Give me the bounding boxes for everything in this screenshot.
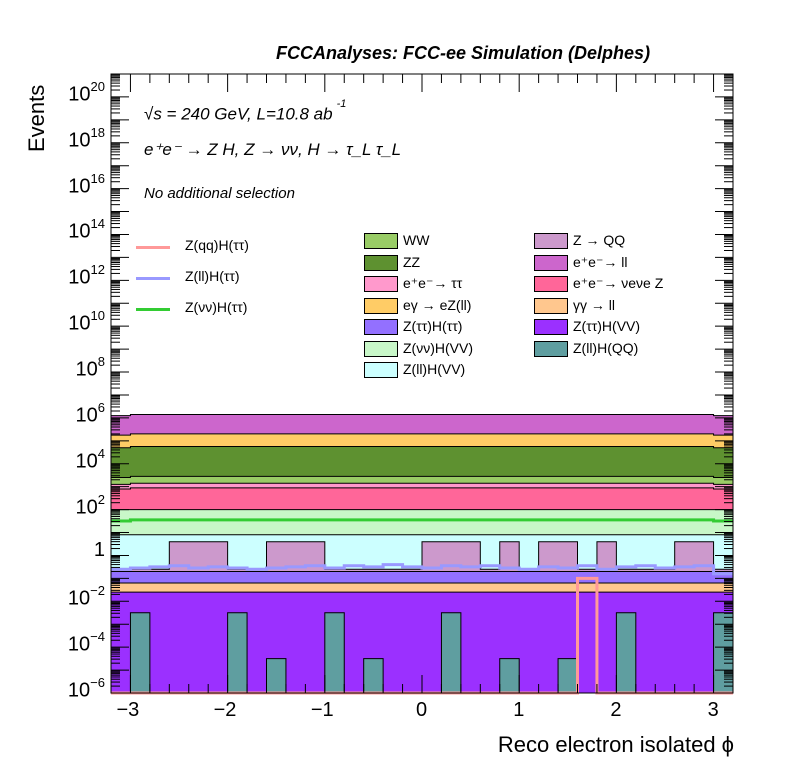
legend-label: e⁺e⁻→ ll <box>573 253 628 270</box>
legend-label: Z(νν)H(ττ) <box>185 299 248 315</box>
y-tick-label: 10−2 <box>67 583 105 610</box>
legend-label: Z → QQ <box>573 232 626 248</box>
y-axis-label: Events <box>24 84 49 152</box>
y-tick-label: 102 <box>75 491 105 519</box>
signal-line-z-ll-h--1 <box>111 563 733 576</box>
x-tick-label: 1 <box>513 699 525 721</box>
legend-box-swatch <box>534 319 568 335</box>
legend-label: Z(ll)H(ττ) <box>185 268 240 284</box>
x-tick-label: −2 <box>213 699 237 721</box>
legend-label: Z(νν)H(VV) <box>403 339 473 356</box>
legend-box-swatch <box>364 233 398 249</box>
legend-line-swatch <box>136 308 170 311</box>
legend-box-swatch <box>534 254 568 271</box>
y-tick-label: 106 <box>75 399 105 427</box>
legend-line-swatch <box>136 246 170 249</box>
legend-label: γγ → ll <box>573 296 615 313</box>
y-tick-label: 1018 <box>68 124 105 152</box>
legend-box-swatch <box>534 340 568 357</box>
x-axis-label: Reco electron isolated ϕ <box>497 732 734 757</box>
signal-line-z-h--0 <box>111 518 733 523</box>
legend-box-swatch <box>364 276 398 292</box>
legend-box-swatch <box>534 233 568 249</box>
legend-label: e⁺e⁻→ νeνe Z <box>573 275 664 291</box>
legend-box-swatch <box>534 297 568 314</box>
legend-box-swatch <box>534 276 568 292</box>
legend-line-swatch <box>136 277 170 280</box>
y-tick-label: 1014 <box>68 216 105 244</box>
legend-box-swatch <box>364 362 398 378</box>
y-tick-label: 108 <box>75 354 105 381</box>
x-tick-label: −1 <box>310 699 334 721</box>
selection-annotation: No additional selection <box>144 185 295 202</box>
legend-label: WW <box>403 232 430 248</box>
energy-annotation: √s = 240 GeV, L=10.8 ab-1 <box>144 98 347 124</box>
legend-label: ZZ <box>403 253 421 270</box>
legend-label: Z(qq)H(ττ) <box>185 237 249 253</box>
chart-title: FCCAnalyses: FCC-ee Simulation (Delphes) <box>276 43 651 63</box>
y-tick-label: 1016 <box>68 170 105 198</box>
y-tick-label: 1010 <box>68 308 105 335</box>
legend-box-swatch <box>364 319 398 335</box>
process-annotation: e⁺e⁻ → Z H, Z → νν, H → τ_L τ_L <box>144 140 402 159</box>
legend-label: Z(ll)H(VV) <box>403 361 466 377</box>
legend-label: Z(ττ)H(VV) <box>573 318 641 334</box>
x-tick-label: −3 <box>116 699 140 721</box>
y-tick-label: 104 <box>75 445 105 473</box>
y-tick-label: 1020 <box>68 78 105 106</box>
y-tick-label: 10−4 <box>67 629 105 656</box>
y-tick-label: 1 <box>93 539 105 562</box>
legend-label: e⁺e⁻→ ττ <box>403 275 463 291</box>
legend-label: Z(ττ)H(ττ) <box>403 318 463 334</box>
x-tick-label: 3 <box>707 699 719 721</box>
legend-box-swatch <box>364 297 398 314</box>
y-tick-label: 10−6 <box>67 675 105 702</box>
x-tick-label: 0 <box>416 699 428 721</box>
legend-box-swatch <box>364 254 398 271</box>
x-tick-label: 2 <box>610 699 622 721</box>
legend-label: eγ → eZ(ll) <box>403 296 472 313</box>
legend-label: Z(ll)H(QQ) <box>573 339 639 356</box>
y-tick-label: 1012 <box>68 262 105 289</box>
legend-box-swatch <box>364 340 398 357</box>
